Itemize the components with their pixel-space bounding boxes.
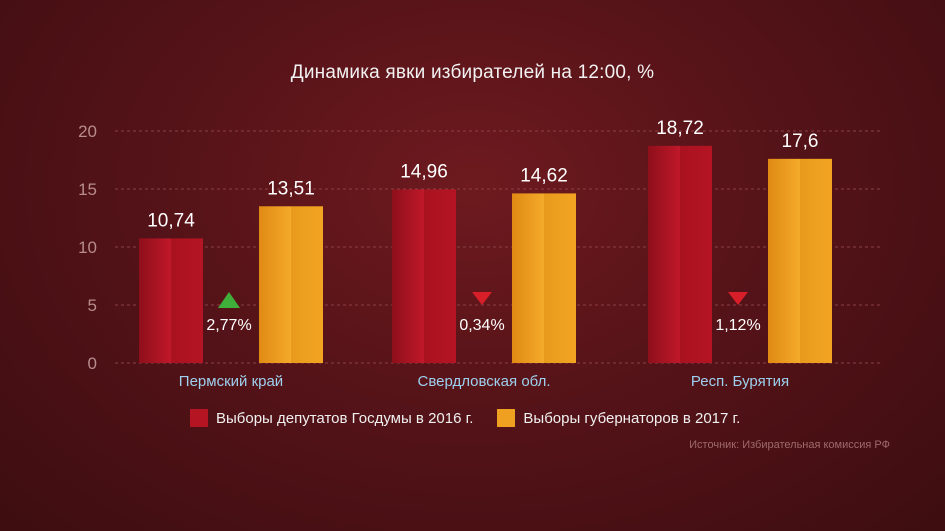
y-tick-label: 5 <box>88 296 97 315</box>
data-label: 18,72 <box>656 118 704 139</box>
data-label: 17,6 <box>782 131 819 152</box>
source-note: Источник: Избирательная комиссия РФ <box>689 439 890 451</box>
bar <box>259 206 323 363</box>
chart-title: Динамика явки избирателей на 12:00, % <box>290 62 655 83</box>
y-tick-label: 15 <box>78 180 97 199</box>
category-label: Свердловская обл. <box>418 373 551 390</box>
change-label: 2,77% <box>206 317 251 334</box>
data-label: 14,62 <box>520 165 568 186</box>
y-tick-label: 20 <box>78 122 97 141</box>
bar <box>512 193 576 363</box>
decrease-arrow-icon <box>728 292 748 305</box>
data-label: 10,74 <box>147 210 195 231</box>
bar <box>768 158 832 363</box>
data-label: 14,96 <box>400 161 448 182</box>
legend: Выборы депутатов Госдумы в 2016 г. Выбор… <box>190 407 764 429</box>
category-label: Пермский край <box>179 373 283 390</box>
y-tick-label: 0 <box>88 354 97 373</box>
category-label: Респ. Бурятия <box>691 373 789 390</box>
change-label: 0,34% <box>459 317 504 334</box>
legend-swatch-2016 <box>190 409 208 427</box>
bar <box>648 145 712 363</box>
change-label: 1,12% <box>715 317 760 334</box>
legend-label-2016: Выборы депутатов Госдумы в 2016 г. <box>216 409 474 427</box>
y-tick-label: 10 <box>78 238 97 257</box>
legend-item-2016: Выборы депутатов Госдумы в 2016 г. <box>190 409 473 427</box>
legend-swatch-2017 <box>497 409 516 427</box>
decrease-arrow-icon <box>472 292 492 305</box>
legend-label-2017: Выборы губернаторов в 2017 г. <box>523 409 741 427</box>
legend-item-2017: Выборы губернаторов в 2017 г. <box>497 409 740 427</box>
bar <box>139 238 203 363</box>
increase-arrow-icon <box>218 292 240 308</box>
bar <box>392 189 456 363</box>
data-label: 13,51 <box>267 178 315 199</box>
